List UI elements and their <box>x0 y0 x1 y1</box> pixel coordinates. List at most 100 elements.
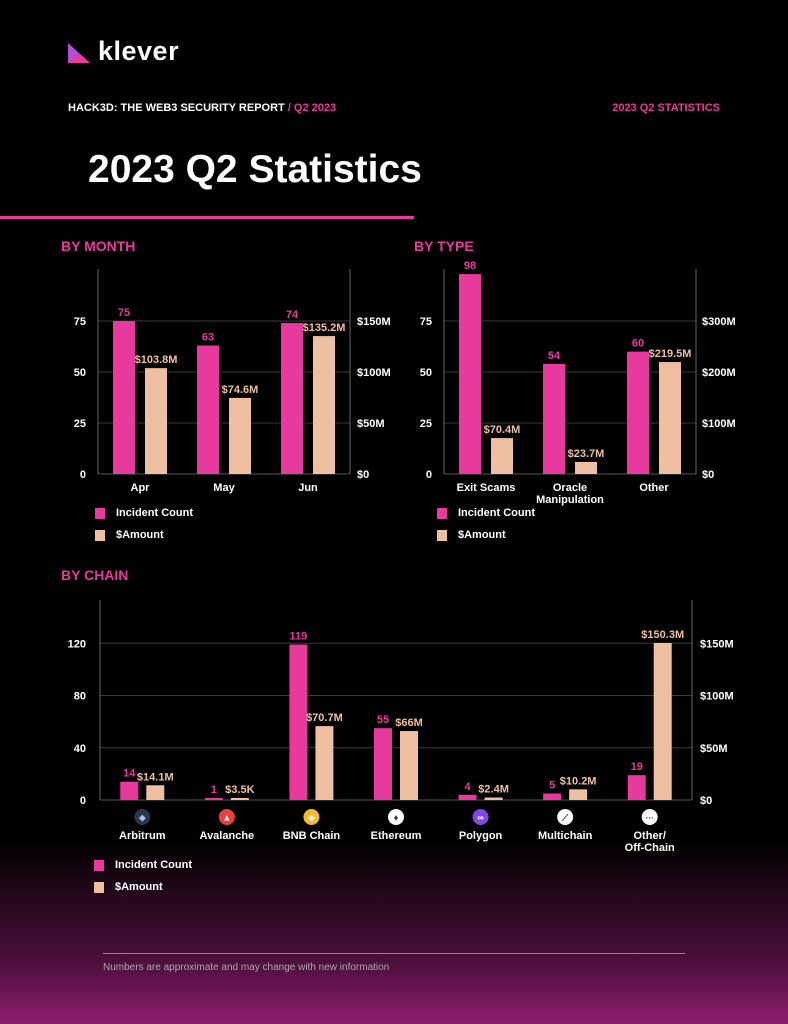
data-label-amount: $3.5K <box>225 784 254 796</box>
category-label: BNB Chain <box>283 830 341 842</box>
bar-amount-multichain <box>569 789 588 800</box>
legend-item-count: Incident Count <box>94 859 192 871</box>
left-tick-label: 80 <box>74 691 86 703</box>
legend-label-amount: $Amount <box>116 529 164 541</box>
bar-amount-ethereum <box>400 731 418 800</box>
legend-by-type: Incident Count $Amount <box>437 507 535 541</box>
data-label-count: 98 <box>464 260 476 272</box>
svg-text:···: ··· <box>646 814 654 823</box>
bar-count-bnb-chain <box>289 644 308 800</box>
right-tick-label: $0 <box>700 795 712 807</box>
category-label: Other/ <box>634 830 666 842</box>
bar-count-other-off-chain <box>627 775 646 800</box>
data-label-count: 54 <box>548 350 561 362</box>
bar-amount-polygon <box>484 797 503 800</box>
category-label: Multichain <box>538 830 593 842</box>
data-label-amount: $14.1M <box>137 771 174 783</box>
right-tick-label: $150M <box>700 638 734 650</box>
chart-by-month: 0 25 50 75 $0 $50M $100M $150M 75 $103.8M Apr 63 $74… <box>74 269 391 494</box>
bar-count-other <box>627 351 649 474</box>
right-tick-label: $100M <box>357 367 391 379</box>
data-label-amount: $150.3M <box>641 629 684 641</box>
left-tick-label: 75 <box>420 316 432 328</box>
legend-item-amount: $Amount <box>437 529 535 541</box>
data-label-count: 60 <box>632 338 644 350</box>
bar-amount-apr <box>145 368 167 474</box>
right-tick-label: $0 <box>702 469 714 481</box>
bar-amount-avalanche <box>230 798 249 800</box>
arbitrum-icon: ◆ <box>134 809 151 825</box>
right-tick-label: $200M <box>702 367 736 379</box>
section-title-by-type: BY TYPE <box>414 238 474 254</box>
data-label-count: 63 <box>202 331 214 343</box>
bar-amount-other <box>659 362 681 474</box>
svg-text:▲: ▲ <box>222 813 231 823</box>
title-divider <box>0 216 414 219</box>
bnb-chain-icon: ◈ <box>303 809 320 825</box>
category-label: Apr <box>131 482 151 494</box>
left-tick-label: 120 <box>68 638 86 650</box>
category-label: Ethereum <box>371 830 422 842</box>
bar-amount-exit-scams <box>491 438 513 474</box>
category-label: Other <box>639 482 669 494</box>
bar-count-multichain <box>543 793 562 800</box>
data-label-count: 14 <box>123 768 136 780</box>
right-tick-label: $100M <box>700 691 734 703</box>
data-label-amount: $2.4M <box>478 783 509 795</box>
report-title-main: HACK3D: THE WEB3 SECURITY REPORT <box>68 102 285 114</box>
data-label-amount: $70.4M <box>484 424 521 436</box>
data-label-count: 74 <box>286 309 299 321</box>
legend-swatch-count <box>94 859 104 871</box>
report-title-sub: / Q2 2023 <box>284 102 337 114</box>
category-label: Manipulation <box>536 494 604 506</box>
bar-amount-jun <box>313 336 335 474</box>
polygon-icon: ∞ <box>472 809 489 825</box>
legend-swatch-count <box>437 507 447 519</box>
left-tick-label: 50 <box>420 367 432 379</box>
bar-count-avalanche <box>204 798 223 800</box>
data-label-amount: $66M <box>395 717 423 729</box>
data-label-count: 4 <box>465 781 472 793</box>
footer-divider <box>103 953 685 954</box>
legend-label-count: Incident Count <box>116 507 193 519</box>
klever-logo-icon <box>68 43 90 63</box>
multichain-icon: ⟋ <box>557 809 574 825</box>
legend-item-amount: $Amount <box>94 881 192 893</box>
bar-count-arbitrum <box>120 781 139 800</box>
section-title-by-chain: BY CHAIN <box>61 567 129 583</box>
logo-text: klever <box>98 36 180 66</box>
right-tick-label: $300M <box>702 316 736 328</box>
avalanche-icon: ▲ <box>218 809 235 825</box>
left-tick-label: 25 <box>74 418 86 430</box>
svg-text:♦: ♦ <box>394 813 399 823</box>
data-label-amount: $135.2M <box>303 322 346 334</box>
category-label: Off-Chain <box>625 842 675 854</box>
bar-amount-other-off-chain <box>653 642 672 800</box>
data-label-amount: $219.5M <box>649 348 692 360</box>
bar-count-oracle-manipulation <box>543 363 565 474</box>
data-label-count: 75 <box>118 307 130 319</box>
data-label-amount: $70.7M <box>306 712 343 724</box>
legend-item-count: Incident Count <box>437 507 535 519</box>
data-label-count: 55 <box>377 714 389 726</box>
page-title: 2023 Q2 Statistics <box>88 148 422 191</box>
data-label-count: 5 <box>549 779 555 791</box>
category-label: Exit Scams <box>457 482 516 494</box>
left-tick-label: 0 <box>80 469 86 481</box>
legend-by-chain: Incident Count $Amount <box>94 859 192 893</box>
right-tick-label: $150M <box>357 316 391 328</box>
category-label: Avalanche <box>200 830 255 842</box>
bar-count-ethereum <box>374 728 392 800</box>
header-right-label: 2023 Q2 STATISTICS <box>612 102 720 114</box>
legend-item-count: Incident Count <box>95 507 193 519</box>
legend-by-month: Incident Count $Amount <box>95 507 193 541</box>
right-tick-label: $50M <box>357 418 385 430</box>
category-label: Oracle <box>553 482 587 494</box>
category-label: May <box>213 482 235 494</box>
legend-swatch-amount <box>94 881 104 893</box>
bar-count-jun <box>281 323 303 474</box>
data-label-amount: $23.7M <box>568 448 605 460</box>
right-tick-label: $100M <box>702 418 736 430</box>
left-tick-label: 0 <box>80 795 86 807</box>
bar-amount-oracle-manipulation <box>575 461 597 474</box>
